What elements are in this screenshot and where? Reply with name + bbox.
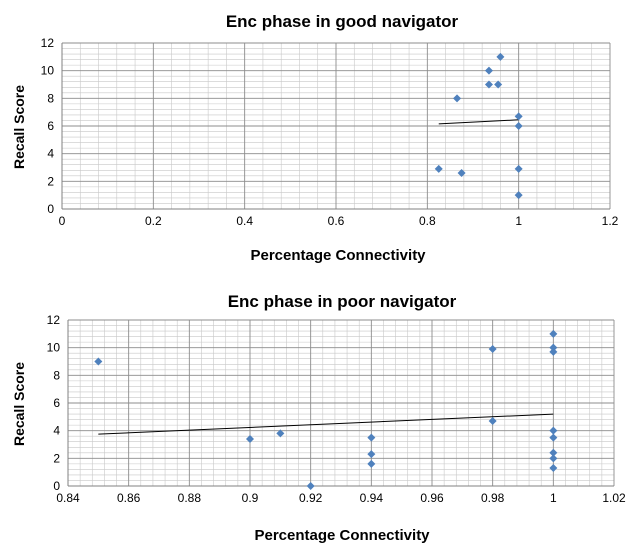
chart-title: Enc phase in good navigator [226, 12, 459, 31]
x-tick-label: 0.86 [117, 491, 141, 505]
data-point [514, 164, 523, 173]
y-tick-label: 0 [53, 479, 60, 493]
data-point [94, 357, 103, 366]
y-axis-label: Recall Score [11, 85, 27, 169]
major-gridlines [61, 42, 611, 210]
data-point [453, 94, 462, 103]
data-point [549, 454, 558, 463]
data-point [488, 345, 497, 354]
data-point [488, 416, 497, 425]
x-tick-label: 1.2 [602, 214, 619, 228]
y-tick-label: 4 [53, 424, 60, 438]
x-tick-label: 0.9 [242, 491, 259, 505]
data-point [306, 482, 315, 490]
chart-title: Enc phase in poor navigator [228, 292, 457, 311]
data-point [514, 112, 523, 121]
data-point [514, 191, 523, 200]
x-tick-label: 0.98 [481, 491, 505, 505]
x-tick-label: 0.8 [419, 214, 436, 228]
x-tick-label: 0.88 [178, 491, 202, 505]
major-gridlines [67, 319, 615, 487]
x-tick-label: 0 [59, 214, 66, 228]
x-tick-label: 0.84 [56, 491, 80, 505]
y-tick-label: 8 [47, 91, 54, 105]
x-tick-label: 0.2 [145, 214, 162, 228]
data-point [549, 329, 558, 338]
data-point [496, 52, 505, 61]
x-tick-label: 0.92 [299, 491, 323, 505]
data-point [246, 434, 254, 443]
y-tick-label: 8 [53, 368, 60, 382]
x-axis-label: Percentage Connectivity [250, 247, 426, 264]
data-point [367, 433, 376, 442]
y-tick-label: 12 [41, 36, 55, 50]
x-tick-label: 0.6 [328, 214, 345, 228]
data-point [549, 426, 558, 435]
data-point [494, 80, 503, 89]
y-tick-label: 12 [47, 313, 61, 327]
data-point [484, 80, 493, 89]
y-tick-label: 4 [47, 147, 54, 161]
data-point [367, 459, 376, 468]
y-tick-label: 10 [41, 64, 55, 78]
x-tick-label: 0.96 [420, 491, 444, 505]
x-tick-label: 1 [550, 491, 557, 505]
chart-good-navigator: Enc phase in good navigator Recall Score… [11, 12, 619, 264]
y-tick-label: 6 [47, 119, 54, 133]
y-tick-label: 10 [47, 341, 61, 355]
trendline [438, 119, 519, 125]
data-point [549, 448, 558, 457]
y-tick-label: 6 [53, 396, 60, 410]
x-tick-label: 0.4 [236, 214, 253, 228]
y-axis-label: Recall Score [11, 362, 27, 446]
y-tick-label: 2 [53, 451, 60, 465]
data-point [276, 429, 285, 438]
data-point [549, 433, 558, 442]
data-point [549, 347, 558, 356]
data-point [514, 122, 523, 130]
trendline [98, 413, 554, 435]
x-axis-label: Percentage Connectivity [254, 527, 430, 544]
x-tick-label: 1 [515, 214, 522, 228]
data-point [434, 164, 443, 173]
data-point [549, 343, 558, 352]
chart-poor-navigator: Enc phase in poor navigator Recall Score… [11, 292, 626, 544]
x-tick-label: 1.02 [602, 491, 626, 505]
x-tick-label: 0.94 [360, 491, 384, 505]
y-tick-label: 0 [47, 202, 54, 216]
data-point [457, 169, 466, 178]
data-point [484, 66, 493, 75]
data-point [367, 450, 376, 459]
y-tick-label: 2 [47, 174, 54, 188]
data-point [549, 464, 558, 473]
